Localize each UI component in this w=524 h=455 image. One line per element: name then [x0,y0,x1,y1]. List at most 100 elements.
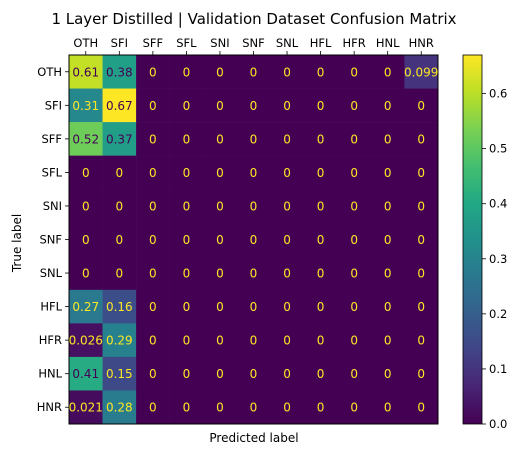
cell-value-label: 0 [115,166,123,180]
y-tick-label: HFL [40,300,62,314]
cell-value-label: 0 [149,300,157,314]
cell-value-label: 0 [283,199,291,213]
x-axis-label: Predicted label [209,431,298,445]
y-tick-label: HFR [39,333,62,347]
x-tick-label: SFF [143,36,164,50]
y-axis-ticks: OTH SFI SFF SFL SNI SNF SNL HFL HFR HNL HNR [37,65,69,414]
cell-value-label: 0 [417,166,425,180]
cell-value-label: 0 [216,199,224,213]
cell-value-label: 0 [149,367,157,381]
cell-value-label: 0 [250,300,258,314]
y-tick-label: SNF [39,233,62,247]
cell-value-label: 0 [216,401,224,415]
cell-value-label: 0 [417,132,425,146]
cell-value-label: 0 [216,65,224,79]
cell-value-label: 0 [317,99,325,113]
cell-value-label: 0 [317,166,325,180]
x-tick-label: HFL [310,36,332,50]
x-tick-label: HNL [376,36,400,50]
cell-value-label: 0 [317,199,325,213]
cell-value-label: 0.38 [106,65,133,79]
colorbar-tick-label: 0.0 [489,417,507,431]
cell-value-label: 0 [283,65,291,79]
cell-value-label: 0 [250,367,258,381]
cell-value-label: 0 [183,267,191,281]
cell-value-label: 0 [317,65,325,79]
heatmap: 0.61 0.38 0 0 0 0 0 0 0 0 0.0990.31 0.67 0 0 0 0 0 0 0 0 00.… [69,55,439,424]
cell-value-label: 0.61 [72,65,99,79]
cell-value-label: 0 [250,166,258,180]
cell-value-label: 0 [149,99,157,113]
cell-value-label: 0 [149,233,157,247]
colorbar-gradient [463,55,482,424]
cell-value-label: 0 [283,334,291,348]
cell-value-label: 0 [417,334,425,348]
cell-value-label: 0 [250,334,258,348]
cell-value-label: 0 [317,233,325,247]
cell-value-label: 0 [350,401,358,415]
cell-value-label: 0 [417,233,425,247]
x-tick-label: HFR [343,36,366,50]
cell-value-label: 0 [216,233,224,247]
cell-value-label: 0 [216,132,224,146]
cell-value-label: 0 [384,132,392,146]
cell-value-label: 0 [384,65,392,79]
y-axis-label: True label [10,214,24,273]
cell-value-label: 0 [149,199,157,213]
cell-value-label: 0 [350,367,358,381]
cell-value-label: 0 [317,267,325,281]
cell-value-label: 0 [115,199,123,213]
cell-value-label: 0 [384,166,392,180]
colorbar-tick-label: 0.3 [489,252,507,266]
cell-value-label: 0.099 [404,65,438,79]
cell-value-label: 0 [115,267,123,281]
cell-value-label: 0 [216,334,224,348]
x-tick-label: SFL [176,36,197,50]
cell-value-label: 0.67 [106,99,133,113]
x-tick-label: SNF [242,36,265,50]
cell-value-label: 0 [384,199,392,213]
cell-value-label: 0 [350,300,358,314]
cell-value-label: 0 [384,401,392,415]
cell-value-label: 0 [216,99,224,113]
cell-value-label: 0 [350,267,358,281]
y-tick-label: SFL [42,165,63,179]
cell-value-label: 0 [183,334,191,348]
y-tick-label: HNR [37,400,62,414]
cell-value-label: 0 [149,166,157,180]
cell-value-label: 0 [417,401,425,415]
cell-value-label: 0 [350,334,358,348]
cell-value-label: 0 [384,99,392,113]
colorbar-tick-label: 0.5 [489,142,507,156]
cell-value-label: 0 [216,300,224,314]
cell-value-label: 0.16 [106,300,133,314]
cell-value-label: 0 [82,233,90,247]
cell-value-label: 0 [317,367,325,381]
cell-value-label: 0 [384,300,392,314]
x-tick-label: SNI [210,36,229,50]
cell-value-label: 0 [183,300,191,314]
cell-value-label: 0 [149,401,157,415]
cell-value-label: 0 [350,166,358,180]
cell-value-label: 0 [149,334,157,348]
cell-value-label: 0 [82,199,90,213]
cell-value-label: 0 [250,233,258,247]
cell-value-label: 0 [350,132,358,146]
cell-value-label: 0.15 [106,367,133,381]
cell-value-label: 0 [283,267,291,281]
y-tick-label: SNI [43,199,62,213]
cell-value-label: 0 [149,267,157,281]
colorbar-tick-label: 0.4 [489,197,507,211]
cell-value-label: 0 [82,166,90,180]
y-tick-label: OTH [37,65,62,79]
x-tick-label: SFI [111,36,128,50]
cell-value-label: 0 [115,233,123,247]
cell-value-label: 0.37 [106,132,133,146]
cell-value-label: 0 [384,334,392,348]
cell-value-label: 0 [250,65,258,79]
cell-value-label: 0 [149,132,157,146]
cell-value-label: 0.52 [72,132,99,146]
colorbar: 0.0 0.1 0.2 0.3 0.4 0.5 0.6 [463,55,507,431]
cell-value-label: 0 [216,166,224,180]
